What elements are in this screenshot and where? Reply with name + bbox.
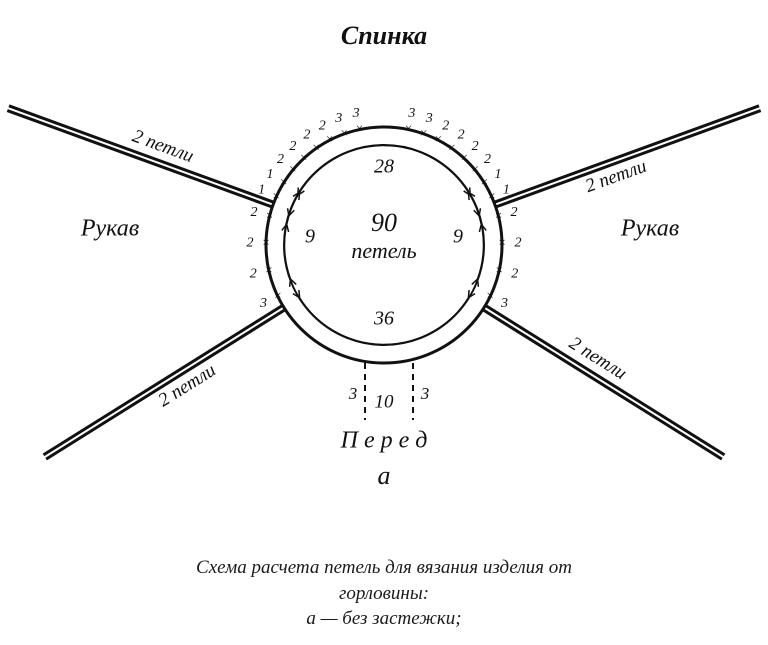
svg-text:2: 2 — [277, 152, 284, 167]
svg-text:2: 2 — [458, 128, 465, 143]
svg-text:2: 2 — [511, 205, 518, 220]
svg-text:×: × — [405, 121, 412, 136]
svg-text:×: × — [448, 139, 455, 154]
svg-text:×: × — [273, 188, 280, 203]
svg-text:2: 2 — [250, 267, 257, 282]
caption-line-3: а — без застежки; — [0, 606, 768, 632]
svg-text:3: 3 — [334, 111, 342, 126]
svg-text:28: 28 — [374, 156, 394, 178]
svg-text:2: 2 — [319, 118, 326, 133]
svg-text:3: 3 — [425, 111, 433, 126]
svg-text:1: 1 — [267, 167, 274, 182]
caption-line-1: Схема расчета петель для вязания изделия… — [0, 555, 768, 581]
svg-text:×: × — [289, 161, 296, 176]
svg-text:3: 3 — [352, 106, 360, 121]
svg-text:Рукав: Рукав — [620, 216, 679, 242]
svg-text:×: × — [266, 207, 273, 222]
caption-block: Схема расчета петель для вязания изделия… — [0, 555, 768, 632]
svg-text:×: × — [280, 174, 287, 189]
svg-text:10: 10 — [375, 391, 395, 412]
svg-text:1: 1 — [503, 183, 510, 198]
svg-text:2: 2 — [511, 267, 518, 282]
knitting-diagram-svg: 2 петли2 петли2 петли2 петлиСпинкаРукавР… — [0, 0, 768, 645]
svg-text:×: × — [488, 188, 495, 203]
svg-text:×: × — [498, 235, 505, 250]
caption-line-2: горловины: — [0, 581, 768, 607]
svg-text:Рукав: Рукав — [80, 216, 139, 242]
svg-text:петель: петель — [351, 238, 416, 263]
svg-text:3: 3 — [348, 384, 358, 403]
svg-text:1: 1 — [494, 167, 501, 182]
svg-text:2: 2 — [472, 139, 479, 154]
svg-text:2: 2 — [514, 236, 521, 251]
svg-text:×: × — [435, 131, 442, 146]
svg-text:×: × — [471, 161, 478, 176]
svg-text:×: × — [461, 149, 468, 164]
svg-text:2: 2 — [442, 118, 449, 133]
svg-text:×: × — [312, 139, 319, 154]
svg-text:×: × — [495, 262, 502, 277]
svg-text:3: 3 — [407, 106, 415, 121]
svg-text:3: 3 — [420, 384, 430, 403]
svg-text:2: 2 — [303, 128, 310, 143]
svg-text:а: а — [378, 461, 391, 490]
svg-text:2: 2 — [484, 152, 491, 167]
svg-text:2: 2 — [250, 205, 257, 220]
svg-text:×: × — [326, 131, 333, 146]
svg-text:×: × — [262, 235, 269, 250]
svg-text:×: × — [420, 125, 427, 140]
svg-text:П е р е д: П е р е д — [340, 428, 428, 454]
svg-text:9: 9 — [453, 226, 463, 248]
svg-text:2: 2 — [289, 139, 296, 154]
svg-text:36: 36 — [373, 308, 394, 330]
svg-text:Спинка: Спинка — [341, 21, 427, 50]
svg-text:×: × — [481, 174, 488, 189]
svg-text:×: × — [486, 288, 493, 303]
svg-text:3: 3 — [500, 296, 508, 311]
svg-text:×: × — [341, 125, 348, 140]
svg-text:1: 1 — [258, 183, 265, 198]
svg-text:×: × — [265, 262, 272, 277]
svg-text:90: 90 — [371, 208, 397, 237]
svg-text:×: × — [495, 207, 502, 222]
diagram-canvas: 2 петли2 петли2 петли2 петлиСпинкаРукавР… — [0, 0, 768, 645]
svg-text:×: × — [274, 288, 281, 303]
svg-text:3: 3 — [259, 296, 267, 311]
svg-text:×: × — [356, 121, 363, 136]
svg-text:2: 2 — [247, 236, 254, 251]
svg-text:×: × — [300, 149, 307, 164]
svg-text:9: 9 — [305, 226, 315, 248]
